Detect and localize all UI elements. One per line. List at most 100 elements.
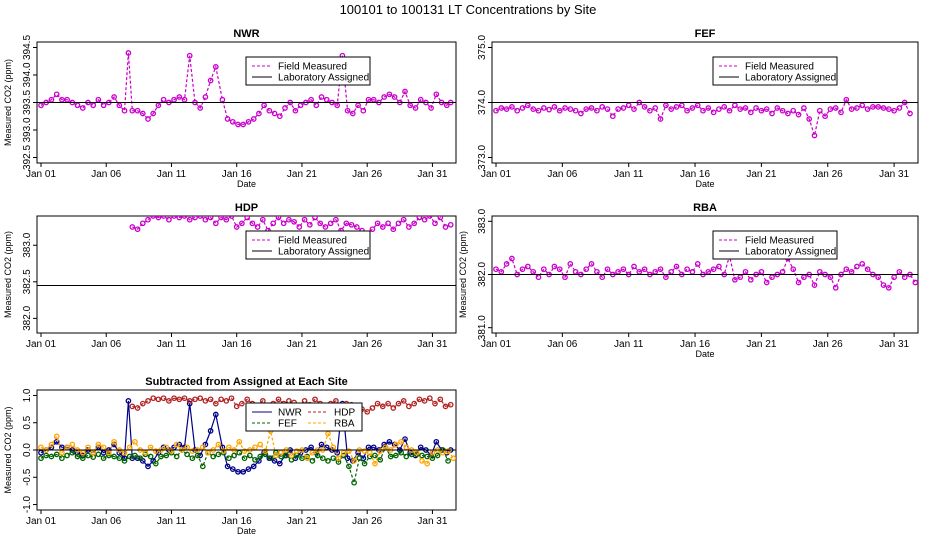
subtracted-series-rba-point <box>346 448 352 454</box>
subtracted-series-fef-point <box>95 451 102 458</box>
nwr-series-field-measured-point <box>235 121 241 128</box>
subtracted-series-hdp-point <box>406 403 412 410</box>
nwr-series-field-measured-point <box>229 118 236 125</box>
subtracted-series-nwr-point <box>125 398 132 404</box>
subtracted-series-fef-point <box>356 455 363 462</box>
fef-series-field-measured-point <box>763 106 770 112</box>
subtracted-series-fef-point <box>319 455 326 462</box>
subtracted-series-fef-point <box>79 455 86 462</box>
fef-series-field-measured-point <box>896 105 903 111</box>
nwr-series-field-measured-point <box>313 102 320 109</box>
rba-series-field-measured-point <box>885 284 892 291</box>
subtracted-series-fef-point <box>387 453 394 460</box>
fef-x-tick-label: Jan 06 <box>547 169 577 180</box>
fef-legend-box <box>712 56 838 86</box>
nwr-series-field-measured-point <box>292 107 299 114</box>
nwr-series-field-measured-point <box>121 107 128 114</box>
subtracted-series-rba-point <box>424 460 431 467</box>
fef-x-tick-label: Jan 01 <box>481 169 511 180</box>
nwr-series-field-measured-point <box>160 96 167 103</box>
subtracted-series-fef-point <box>236 449 243 456</box>
subtracted-series-nwr-point <box>365 444 372 451</box>
rba-series-field-measured-point <box>631 263 637 270</box>
nwr-series-field-measured-point <box>386 91 393 98</box>
subtracted-series-fef-point <box>262 451 269 458</box>
subtracted-legend-hdp-label: HDP <box>334 408 355 419</box>
nwr-x-tick-label: Jan 01 <box>26 169 56 180</box>
rba-y-tick-label: 383.0 <box>477 208 488 233</box>
subtracted-series-fef-point <box>100 455 107 462</box>
nwr-series-field-measured-point <box>219 96 226 103</box>
nwr-series-field-measured-point <box>402 88 408 95</box>
subtracted-series-hdp-point <box>155 396 162 403</box>
fef-series-field-measured-point <box>747 109 754 116</box>
subtracted-series-fef-point <box>194 452 201 459</box>
subtracted-series-hdp-point <box>244 396 251 403</box>
subtracted-series-rba-point <box>372 460 378 467</box>
subtracted-series-fef-point <box>419 452 425 459</box>
subtracted-series-fef-point <box>231 452 237 459</box>
subtracted-series-nwr-point <box>229 466 236 472</box>
subtracted-series-fef-point <box>377 456 384 463</box>
subtracted-series-rba-point <box>64 444 70 451</box>
subtracted-series-nwr-point <box>433 438 440 445</box>
hdp-series-field-measured-point <box>254 224 261 230</box>
nwr-series-field-measured-point <box>145 116 151 122</box>
rba-series-field-measured-point <box>689 268 696 275</box>
rba-series-field-measured-point <box>747 276 754 283</box>
nwr-x-tick-label: Jan 26 <box>352 169 382 180</box>
subtracted-legend-rba-label: RBA <box>334 419 355 430</box>
fef-series-field-measured-point <box>726 107 733 114</box>
fef-series-field-measured-point <box>795 111 802 118</box>
nwr-series-field-measured-point <box>428 105 434 111</box>
subtracted-x-tick-label: Jan 01 <box>26 516 56 527</box>
fef-series-field-measured-point <box>641 104 648 110</box>
hdp-series-field-measured-point <box>312 216 318 221</box>
fef-series-field-measured-point <box>615 106 621 112</box>
subtracted-series-rba-point <box>445 448 451 454</box>
fef-series-field-measured-line <box>495 98 911 138</box>
hdp-series-field-measured-point <box>270 220 277 227</box>
subtracted-legend-box <box>245 402 363 432</box>
fef-series-field-measured-point <box>785 110 791 117</box>
subtracted-series-fef-point <box>116 455 123 462</box>
rba-series-field-measured-point <box>880 282 887 288</box>
subtracted-series-fef-point <box>74 453 81 460</box>
subtracted-series-fef-point <box>210 453 217 460</box>
subtracted-series-hdp-point <box>192 396 198 403</box>
subtracted-series-fef-point <box>330 455 337 462</box>
fef-series-field-measured-point <box>631 106 637 112</box>
subtracted-series-fef-point <box>372 452 378 459</box>
hdp-series-field-measured-point <box>317 220 324 227</box>
hdp-series-field-measured-point <box>353 224 360 230</box>
hdp-series-field-measured-point <box>192 216 198 221</box>
subtracted-series-fef-point <box>137 455 144 462</box>
subtracted-series-fef-point <box>257 453 264 460</box>
hdp-series-field-measured-point <box>197 216 204 219</box>
fef-series-field-measured-point <box>742 105 749 111</box>
hdp-series-field-measured-point <box>406 224 412 230</box>
rba-series-field-measured-point <box>641 266 648 273</box>
subtracted-series-rba-point <box>215 441 222 448</box>
nwr-series-field-measured-point <box>240 121 247 128</box>
hdp-series-field-measured-point <box>301 216 308 223</box>
subtracted-y-tick-label: 0.5 <box>22 415 33 429</box>
rba-x-tick-label: Jan 06 <box>547 339 577 350</box>
subtracted-series-nwr-point <box>235 468 241 475</box>
subtracted-series-fef-point <box>53 451 60 458</box>
rba-series-field-measured-point <box>694 261 701 267</box>
nwr-series-field-measured-point <box>318 94 325 100</box>
fef-series-field-measured-point <box>689 105 696 111</box>
nwr-legend-box <box>245 56 371 86</box>
subtracted-x-tick-label: Jan 11 <box>157 516 187 527</box>
subtracted-series-nwr-point <box>308 444 314 451</box>
fef-series-field-measured-point <box>578 110 584 117</box>
hdp-series-field-measured-point <box>223 216 230 223</box>
subtracted-series-rba-point <box>288 452 295 459</box>
subtracted-series-rba-point <box>419 458 425 464</box>
rba-series-field-measured-point <box>912 279 918 286</box>
rba-series-field-measured-point <box>705 268 712 275</box>
nwr-series-field-measured-point <box>261 102 267 109</box>
subtracted-series-fef-point <box>163 452 170 459</box>
fef-series-field-measured-point <box>583 106 590 112</box>
